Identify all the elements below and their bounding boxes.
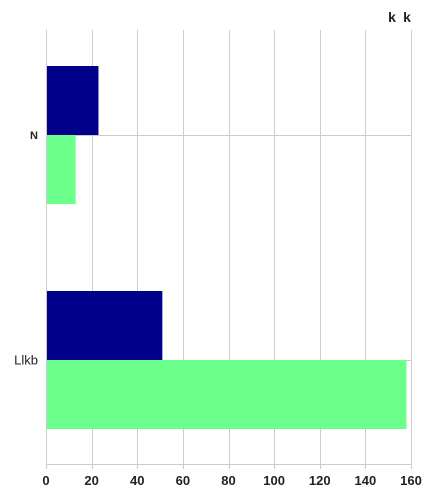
bar-Llkb-series-1	[46, 291, 162, 360]
x-tick-label: 40	[130, 473, 144, 488]
legend-entry-2: k	[403, 9, 411, 25]
x-tick-label: 160	[400, 473, 422, 488]
bar-Llkb-series-2	[46, 360, 406, 429]
category-label-Llkb: Llkb	[14, 353, 38, 368]
x-tick-label: 100	[263, 473, 285, 488]
bars	[46, 66, 406, 429]
x-tick-label: 80	[221, 473, 235, 488]
bar-N-series-2	[46, 135, 76, 204]
x-tick-label: 60	[176, 473, 190, 488]
x-tick-label: 140	[355, 473, 377, 488]
x-tick-label: 0	[42, 473, 49, 488]
x-tick-label: 120	[309, 473, 331, 488]
x-tick-labels: 0 20 40 60 80 100 120 140 160	[42, 473, 421, 488]
legend-entry-1: k	[388, 9, 396, 25]
x-tick-label: 20	[84, 473, 98, 488]
bar-N-series-1	[46, 66, 98, 135]
category-label-N: N	[30, 130, 38, 142]
category-labels: N Llkb	[14, 130, 38, 368]
